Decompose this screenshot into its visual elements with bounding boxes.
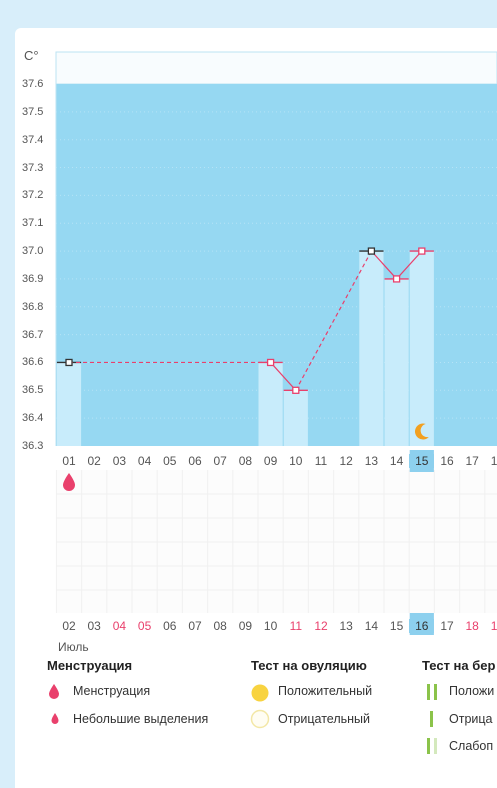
y-tick-label: 36.7 (22, 328, 44, 341)
y-tick-label: 36.6 (22, 356, 44, 369)
cycle-day-label[interactable]: 15 (409, 454, 435, 468)
cycle-day-label[interactable]: 12 (339, 454, 353, 468)
y-tick-label: 37.1 (22, 217, 44, 230)
menstruation-drop-icon (63, 473, 75, 491)
date-label[interactable]: 14 (364, 619, 379, 633)
legend-pregnancy-positive-item: Положи (449, 684, 495, 698)
y-tick-label: 36.3 (22, 440, 44, 452)
positive-circle-icon (251, 684, 269, 702)
y-tick-label: 36.4 (22, 412, 44, 425)
cycle-day-label[interactable]: 10 (289, 454, 303, 468)
date-label[interactable]: 10 (263, 619, 278, 633)
temp-point-15 (418, 247, 426, 255)
cycle-day-label[interactable]: 06 (188, 454, 202, 468)
y-tick-label: 36.8 (22, 300, 44, 313)
date-label[interactable]: 08 (213, 619, 227, 633)
two-lines-icon (427, 684, 437, 700)
date-label[interactable]: 12 (314, 619, 328, 633)
y-tick-label: 36.9 (22, 272, 44, 285)
date-label[interactable]: 15 (389, 619, 404, 633)
y-tick-label: 37.3 (22, 161, 44, 174)
one-line-icon (430, 711, 433, 727)
legend-spotting-item: Небольшие выделения (73, 712, 209, 726)
temp-line-segment (370, 250, 398, 280)
cycle-day-label[interactable]: 07 (213, 454, 227, 468)
temp-point-14 (392, 275, 401, 283)
date-label[interactable]: 09 (238, 619, 253, 633)
cycle-day-label[interactable]: 01 (62, 454, 76, 468)
temperature-chart (55, 51, 497, 635)
temp-point-09 (266, 358, 275, 367)
plot-top-band (55, 51, 497, 85)
cycle-day-label[interactable]: 02 (87, 454, 101, 468)
date-label[interactable]: 16 (409, 619, 435, 633)
cycle-day-label[interactable]: 09 (263, 454, 278, 468)
y-tick-label: 37.4 (22, 133, 44, 146)
legend-menstruation-title: Менструация (47, 658, 133, 673)
cycle-day-label[interactable]: 11 (314, 454, 328, 468)
cycle-day-label[interactable]: 13 (364, 454, 379, 468)
date-label[interactable]: 11 (289, 619, 303, 633)
cycle-day-label[interactable]: 14 (389, 454, 404, 468)
legend-pregnancy-negative-item: Отрица (449, 712, 493, 726)
date-label[interactable]: 18 (465, 619, 479, 633)
y-tick-label: 37.5 (22, 105, 44, 118)
y-tick-label: 37.2 (22, 189, 44, 202)
temp-bar-01 (56, 362, 82, 446)
y-tick-label: 37.0 (22, 245, 44, 258)
small-drop-icon (51, 713, 59, 724)
cycle-day-label[interactable]: 05 (163, 454, 177, 468)
temp-bar-10 (283, 390, 308, 446)
cycle-day-label[interactable]: 08 (238, 454, 253, 468)
date-label[interactable]: 13 (339, 619, 353, 633)
faint-lines-icon (427, 738, 437, 754)
legend-pregnancy-title: Тест на бер (422, 658, 496, 673)
cycle-day-label[interactable]: 04 (137, 454, 152, 468)
temp-line-segment (396, 250, 423, 280)
date-label[interactable]: 17 (440, 619, 454, 633)
legend-pregnancy-faint-item: Слабоп (449, 739, 494, 753)
date-label[interactable]: 04 (112, 619, 127, 633)
cycle-day-label[interactable]: 17 (465, 454, 479, 468)
temp-bar-14 (384, 278, 409, 446)
cycle-day-label[interactable]: 16 (440, 454, 454, 468)
date-label[interactable]: 02 (62, 619, 76, 633)
date-label[interactable]: 06 (163, 619, 177, 633)
legend-menstruation-item: Менструация (73, 684, 151, 698)
temp-line-segment (295, 250, 372, 391)
legend-ovulation-title: Тест на овуляцию (251, 658, 367, 673)
temp-point-01 (65, 358, 73, 367)
y-tick-label: 37.6 (22, 78, 44, 90)
temp-line-segment (270, 362, 297, 391)
date-label[interactable]: 07 (188, 619, 202, 633)
temp-bar-13 (359, 251, 384, 446)
temp-point-10 (292, 386, 300, 394)
negative-circle-icon (250, 709, 270, 729)
y-axis-unit: C° (24, 48, 39, 63)
date-label[interactable]: 05 (137, 619, 152, 633)
legend-negative-item: Отрицательный (278, 712, 371, 726)
temp-bar-09 (258, 362, 283, 446)
y-tick-label: 36.5 (22, 384, 44, 397)
temp-point-13 (367, 247, 376, 255)
legend-positive-item: Положительный (278, 684, 373, 698)
cycle-day-label[interactable]: 18 (490, 454, 497, 468)
date-label[interactable]: 19 (490, 619, 497, 633)
temp-bar-15 (409, 251, 434, 446)
date-label[interactable]: 03 (87, 619, 101, 633)
drop-icon (49, 684, 59, 699)
moon-icon (414, 423, 429, 440)
cycle-day-label[interactable]: 03 (112, 454, 127, 468)
month-label: Июль (58, 640, 89, 654)
